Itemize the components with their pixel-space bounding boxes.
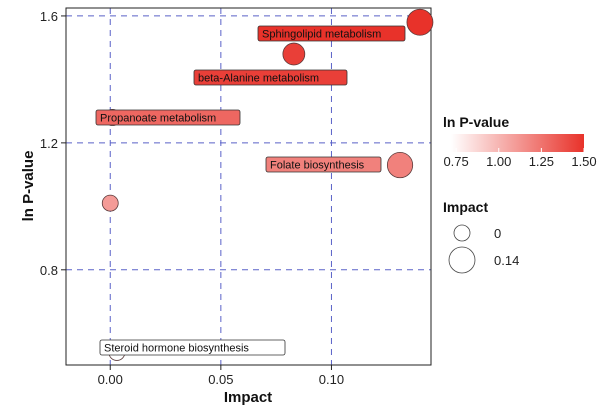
y-axis-title: ln P-value — [20, 151, 37, 222]
plot-frame — [65, 7, 432, 366]
size-legend-circle-1 — [448, 246, 476, 274]
color-tick-label-3: 1.50 — [571, 154, 596, 169]
color-tick-label-2: 1.25 — [529, 154, 554, 169]
color-tick-label-0: 0.75 — [443, 154, 468, 169]
point-label-0: Sphingolipid metabolism — [262, 29, 381, 41]
data-point-4 — [101, 194, 119, 212]
y-axis: 0.8 1.2 1.6 — [40, 9, 66, 278]
size-legend-circle-0 — [453, 224, 471, 242]
x-tick-label-1: 0.05 — [208, 372, 233, 387]
point-label-3: Folate biosynthesis — [270, 160, 365, 172]
point-labels: Sphingolipid metabolism beta-Alanine meta… — [95, 25, 406, 356]
color-legend-bar — [451, 134, 584, 152]
x-axis-title: Impact — [224, 389, 272, 406]
point-label-5: Steroid hormone biosynthesis — [104, 343, 249, 355]
point-label-box-5 — [99, 339, 286, 356]
point-label-2: Propanoate metabolism — [100, 113, 216, 125]
x-tick-label-2: 0.10 — [319, 372, 344, 387]
size-legend: Impact 00.14 — [443, 199, 519, 274]
color-legend-ticks: 0.75 1.00 1.25 1.50 — [443, 148, 597, 169]
y-tick-label-1: 1.2 — [40, 136, 58, 151]
size-legend-label-1: 0.14 — [494, 253, 519, 268]
point-label-box-3 — [265, 156, 382, 173]
data-points — [101, 8, 434, 361]
y-tick-label-2: 1.6 — [40, 9, 58, 24]
point-label-1: beta-Alanine metabolism — [198, 73, 319, 85]
data-point-0 — [406, 8, 434, 36]
color-legend-title: ln P-value — [443, 114, 509, 130]
data-point-1 — [282, 42, 306, 66]
grid-lines — [66, 8, 431, 365]
point-label-box-2 — [95, 109, 241, 126]
point-label-box-1 — [193, 69, 348, 86]
point-label-box-0 — [257, 25, 406, 42]
color-legend: ln P-value 0.75 1.00 1.25 1.50 — [443, 114, 597, 169]
x-tick-label-0: 0.00 — [98, 372, 123, 387]
color-tick-label-1: 1.00 — [486, 154, 511, 169]
size-legend-title: Impact — [443, 199, 488, 215]
y-tick-label-0: 0.8 — [40, 263, 58, 278]
size-legend-entries: 00.14 — [448, 224, 519, 274]
data-point-3 — [386, 152, 414, 179]
x-axis: 0.00 0.05 0.10 — [98, 365, 344, 387]
size-legend-label-0: 0 — [494, 226, 501, 241]
